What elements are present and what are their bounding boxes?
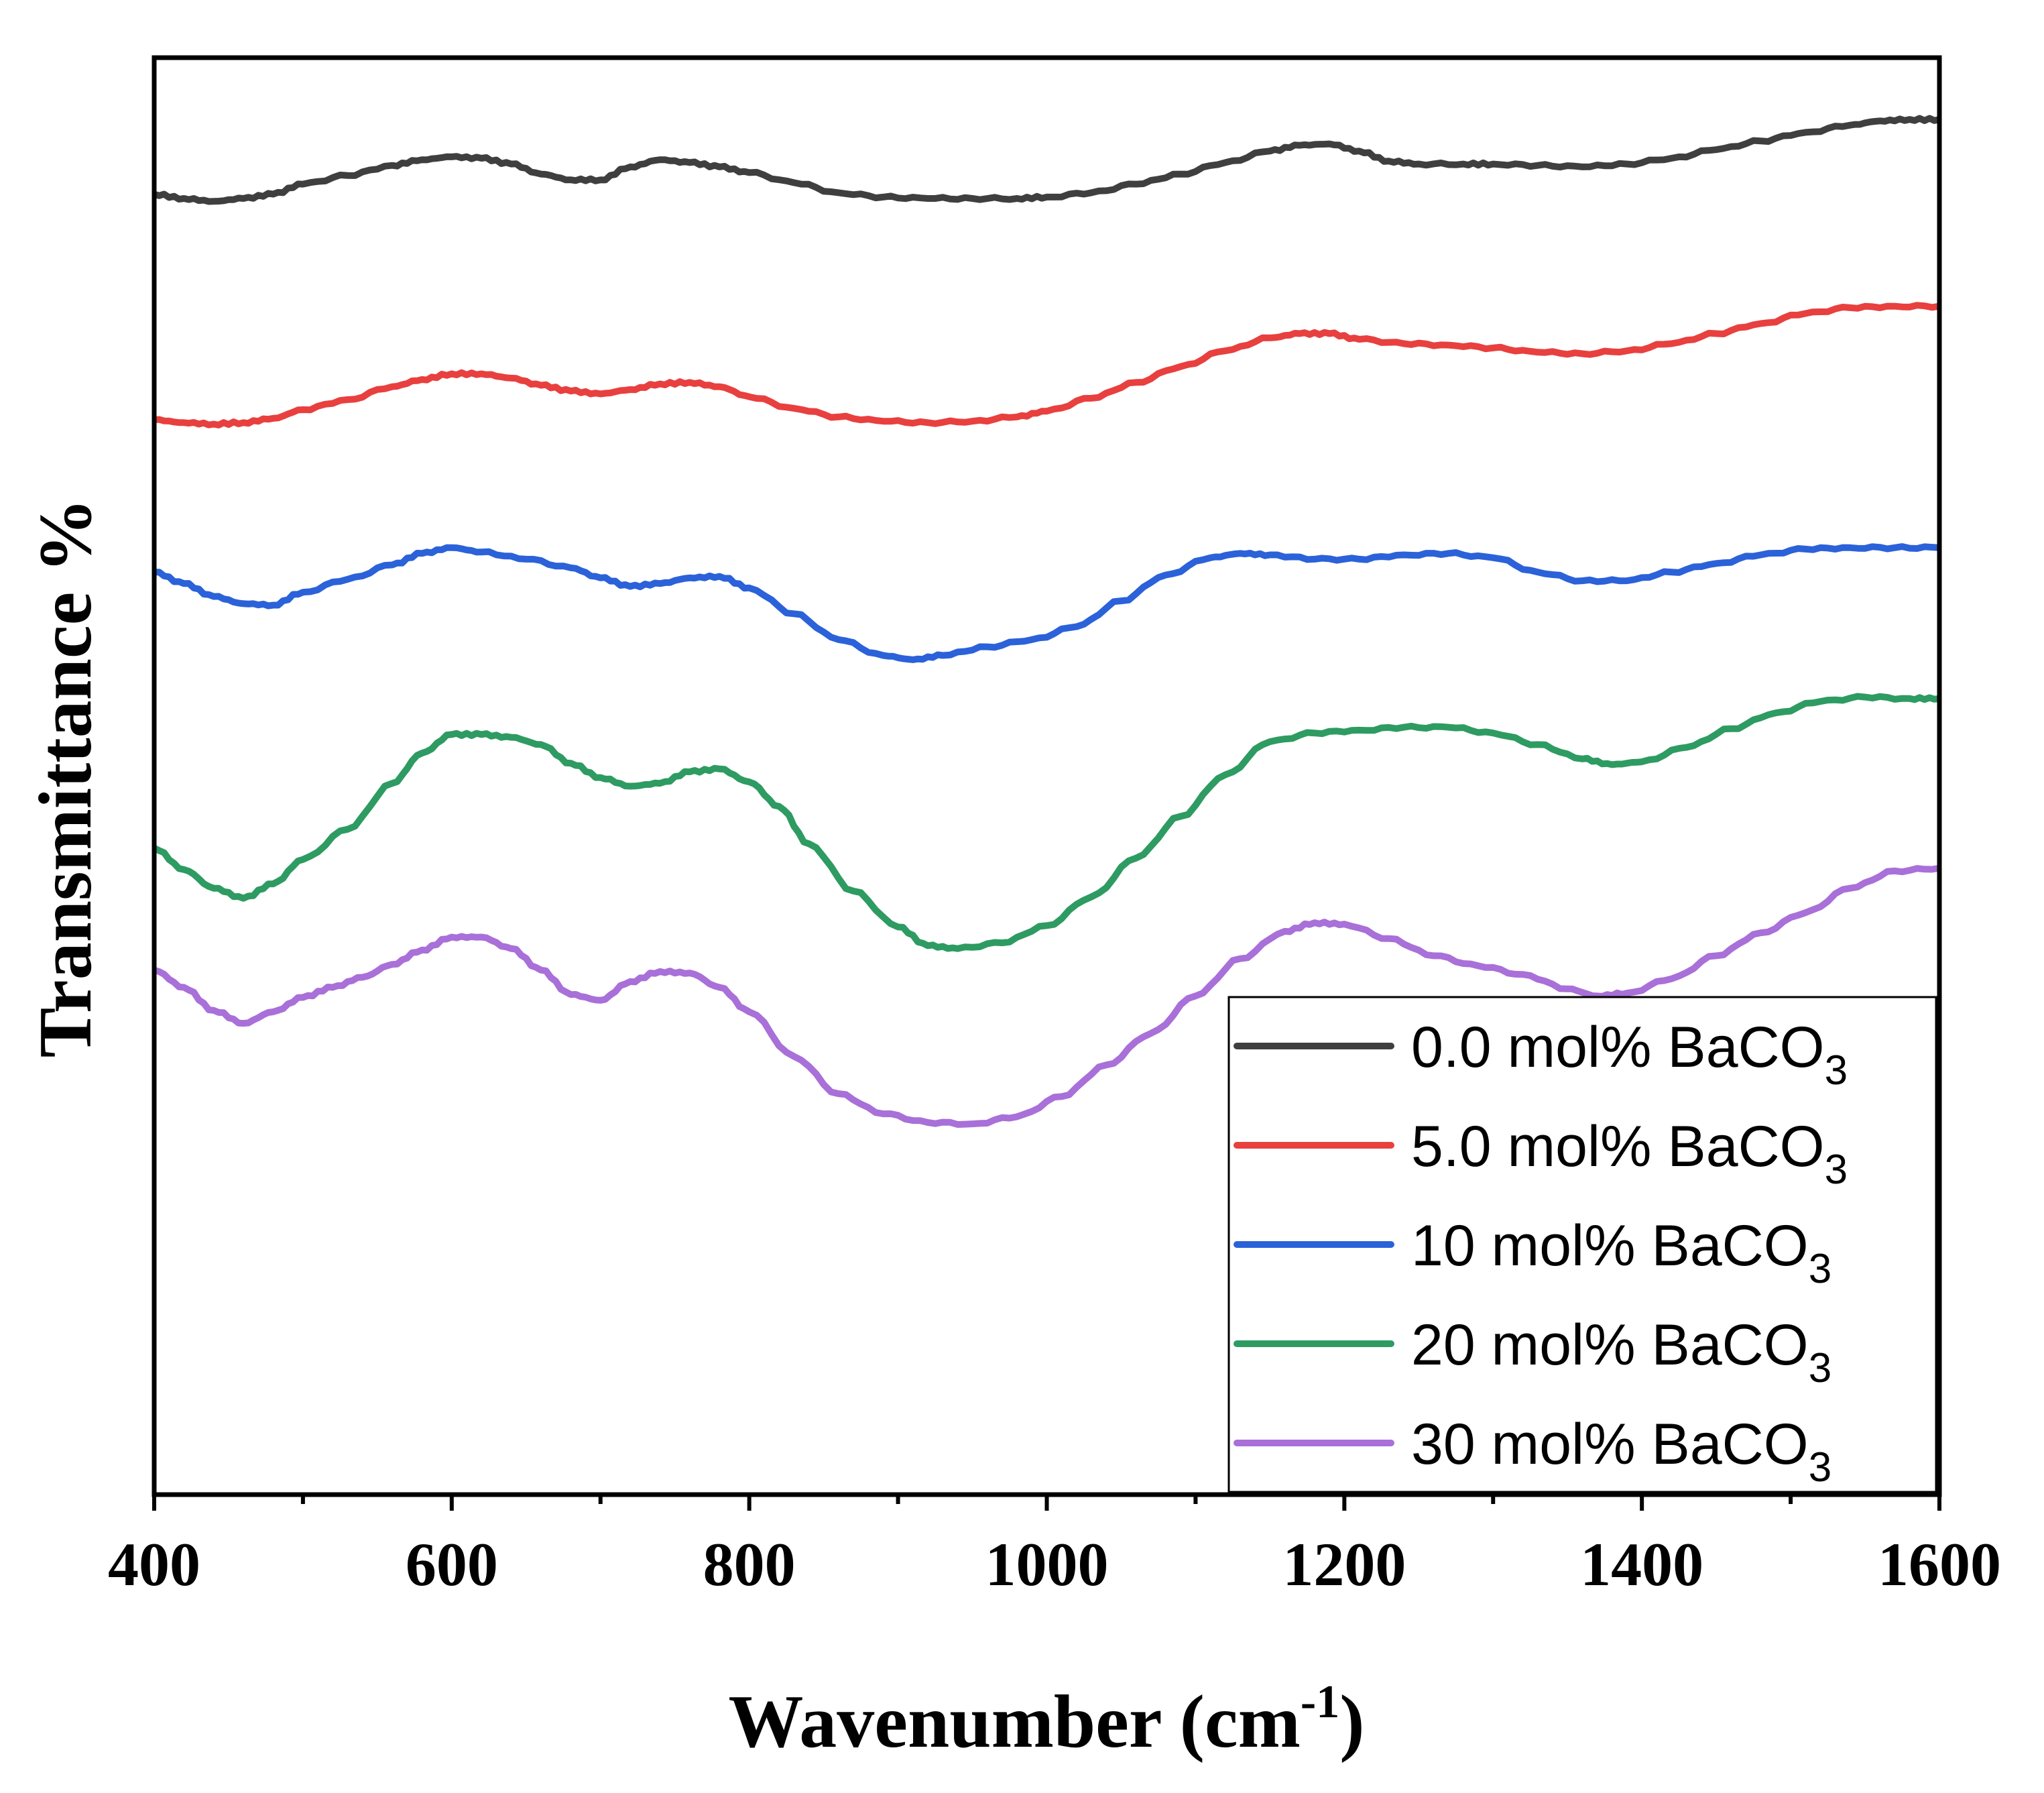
series-line-1 [154,115,1939,205]
series-line-2 [154,302,1939,428]
x-tick-label: 1000 [985,1530,1109,1599]
x-tick-label: 1600 [1878,1530,2001,1599]
x-tick-label: 800 [703,1530,796,1599]
x-tick-label: 600 [406,1530,498,1599]
x-axis: 400 600 800 1000 1200 1400 1600 [108,1495,2001,1599]
y-axis-title: Transmittance % [24,498,107,1058]
series-line-4 [154,693,1939,952]
x-tick-label: 1200 [1282,1530,1406,1599]
series-line-5 [154,864,1939,1128]
legend-label-5: 30 mol% BaCO3 [1411,1412,1831,1491]
x-axis-title: Wavenumber (cm-1) [728,1676,1364,1763]
series-line-3 [154,543,1939,663]
x-tick-label: 1400 [1580,1530,1703,1599]
legend-label-2: 5.0 mol% BaCO3 [1411,1114,1848,1193]
series-layer [154,115,1939,1128]
legend: 0.0 mol% BaCO3 5.0 mol% BaCO3 10 mol% BaCO… [1227,996,1937,1493]
legend-label-3: 10 mol% BaCO3 [1411,1214,1831,1292]
x-axis-title-superscript: -1 [1301,1676,1339,1728]
legend-label-4: 20 mol% BaCO3 [1411,1313,1831,1391]
x-tick-label: 400 [108,1530,200,1599]
legend-label-1: 0.0 mol% BaCO3 [1411,1015,1848,1094]
